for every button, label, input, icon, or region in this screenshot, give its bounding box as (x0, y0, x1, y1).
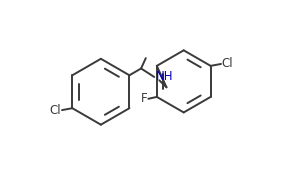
Text: Cl: Cl (49, 104, 61, 117)
Text: Cl: Cl (221, 57, 233, 70)
Text: NH: NH (156, 70, 173, 83)
Text: F: F (141, 92, 148, 105)
